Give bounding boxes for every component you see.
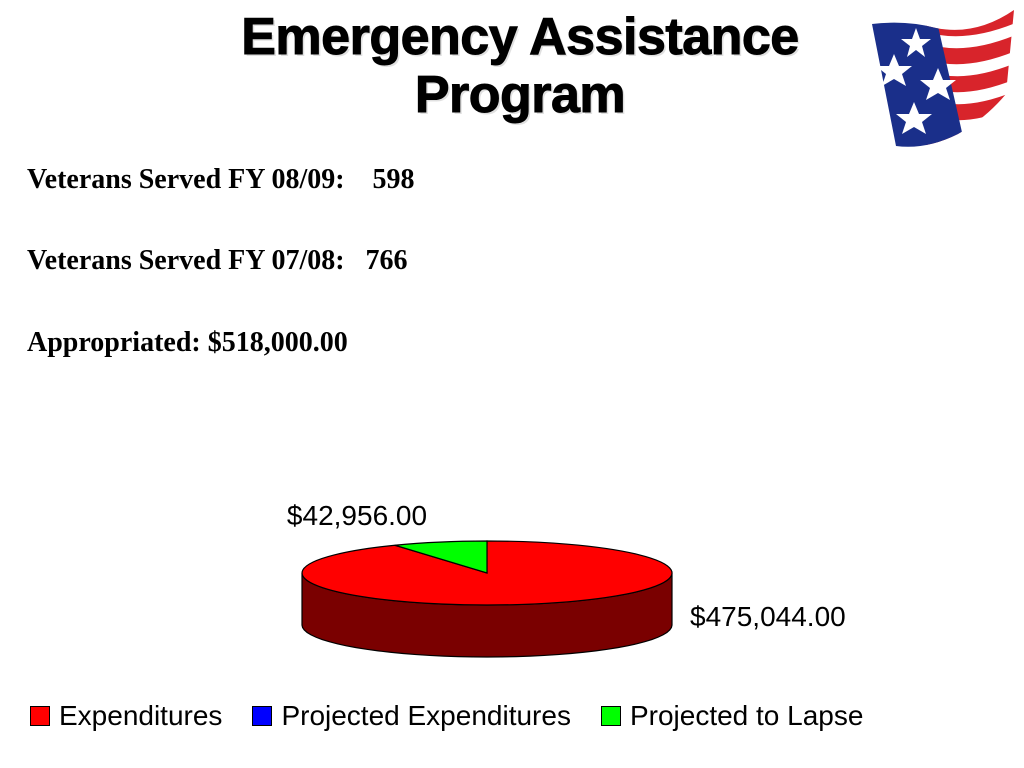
flag-stars-icon bbox=[872, 10, 1014, 147]
legend-swatch-expenditures bbox=[30, 706, 50, 726]
legend-item-expenditures: Expenditures bbox=[30, 700, 222, 732]
legend-label-expenditures: Expenditures bbox=[59, 700, 223, 731]
legend-label-projected-expenditures: Projected Expenditures bbox=[281, 700, 571, 731]
pie-labels: $475,044.00 $42,956.00 bbox=[287, 500, 846, 632]
legend-swatch-projected-to-lapse bbox=[600, 706, 621, 726]
title-line-1: Emergency Assistance bbox=[241, 8, 800, 67]
data-label-projected-to-lapse: $42,956.00 bbox=[287, 500, 427, 531]
legend-item-projected-to-lapse: Projected to Lapse bbox=[600, 700, 864, 732]
pie-slice-projected-to-lapse bbox=[394, 540, 488, 574]
page-title: Emergency Assistance Program bbox=[190, 8, 850, 125]
title-line-2: Program bbox=[414, 66, 626, 125]
legend-label-projected-to-lapse: Projected to Lapse bbox=[629, 700, 864, 731]
chart-legend: Expenditures Projected Expenditures Proj… bbox=[30, 698, 863, 734]
stat-veterans-fy0708: Veterans Served FY 07/08: 766 bbox=[27, 245, 408, 276]
data-label-expenditures: $475,044.00 bbox=[690, 601, 846, 632]
stat-veterans-fy0809: Veterans Served FY 08/09: 598 bbox=[27, 164, 415, 195]
pie-top bbox=[301, 540, 673, 606]
legend-swatch-projected-expenditures bbox=[252, 706, 273, 726]
stat-appropriated: Appropriated: $518,000.00 bbox=[27, 327, 348, 358]
legend-item-projected-expenditures: Projected Expenditures bbox=[252, 700, 571, 732]
